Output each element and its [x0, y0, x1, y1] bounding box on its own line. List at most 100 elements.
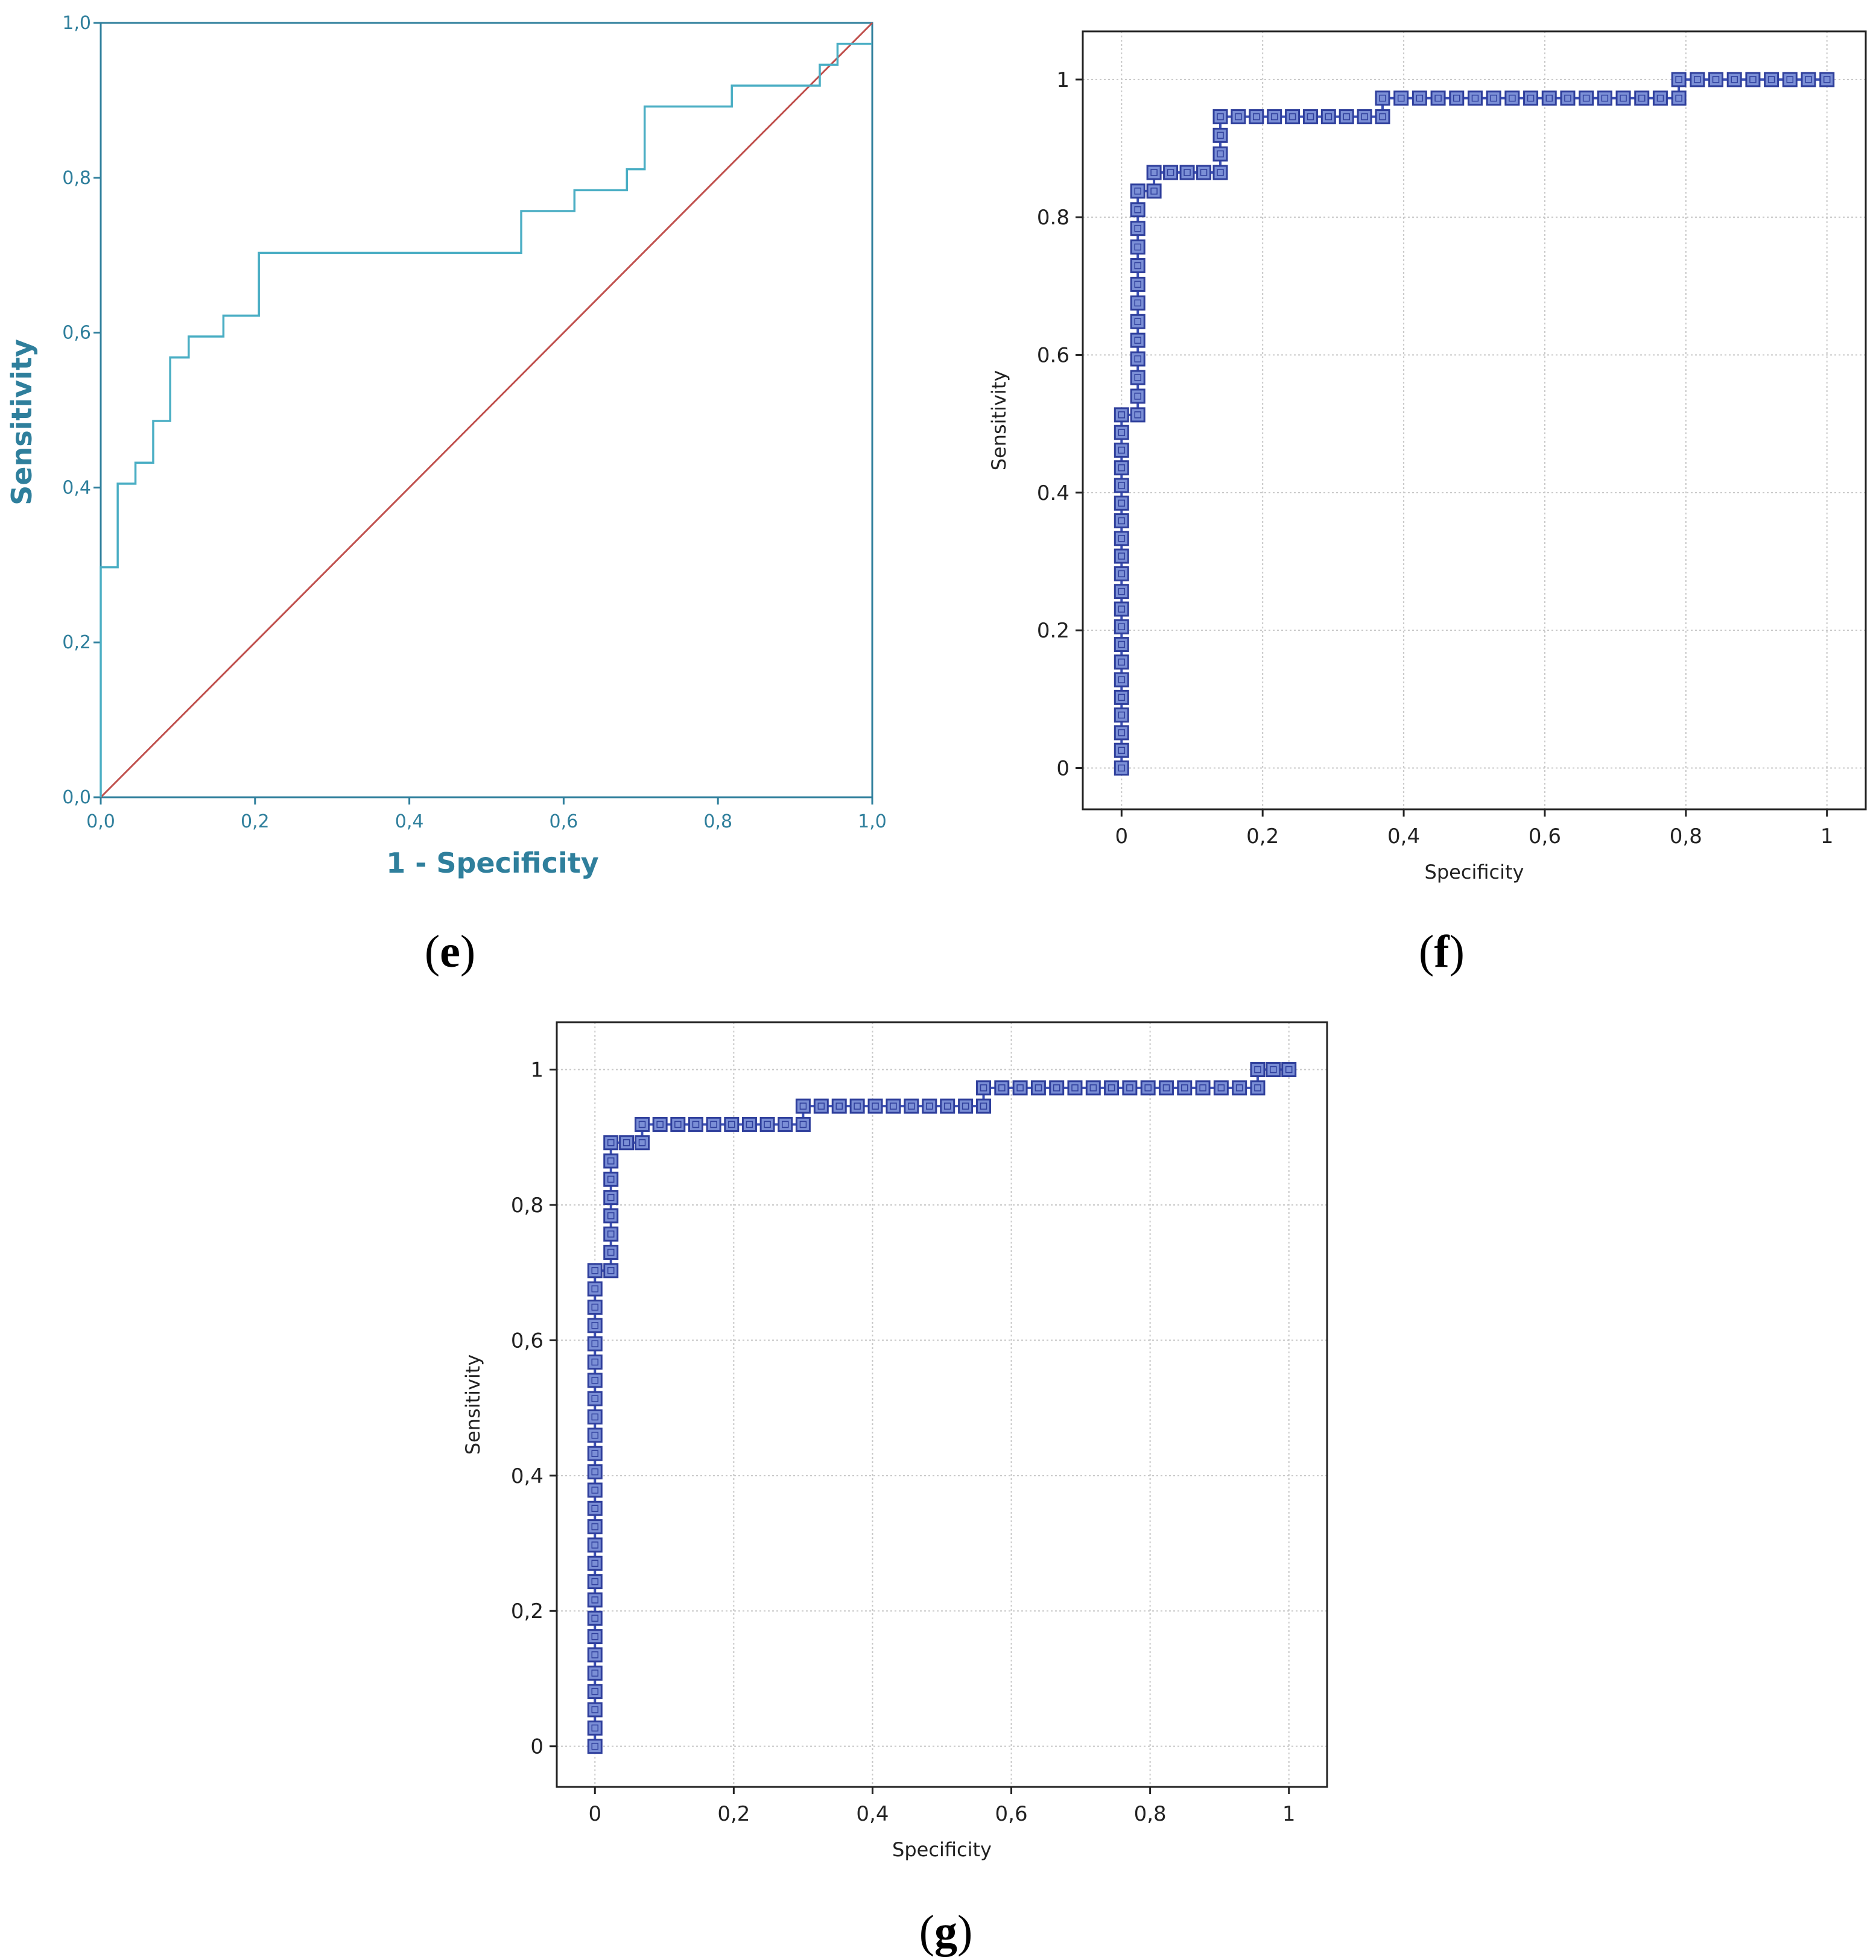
roc-point-marker [1196, 165, 1212, 180]
roc-point-marker-inner [1307, 113, 1314, 121]
roc-point-marker [1467, 90, 1483, 106]
roc-point-marker [1049, 1080, 1065, 1096]
roc-point-marker [1114, 707, 1129, 723]
roc-point-marker [1130, 183, 1146, 199]
roc-point-marker [922, 1098, 937, 1114]
roc-point-marker-inner [591, 1633, 599, 1640]
roc-point-marker [603, 1153, 619, 1169]
roc-point-marker-inner [926, 1102, 933, 1110]
roc-point-marker-inner [591, 1614, 599, 1622]
roc-point-marker-inner [1134, 337, 1141, 344]
roc-point-marker [603, 1226, 619, 1242]
roc-point-marker [1597, 90, 1612, 106]
roc-point-marker-inner [980, 1102, 987, 1110]
roc-point-marker-inner [607, 1248, 615, 1256]
roc-point-marker-inner [1325, 113, 1333, 121]
roc-point-marker [1177, 1080, 1193, 1096]
roc-point-marker-inner [817, 1102, 825, 1110]
roc-point-marker-inner [799, 1121, 807, 1128]
x-axis-title: Specificity [1425, 861, 1524, 884]
roc-point-marker-inner [1134, 224, 1141, 232]
roc-point-marker [1250, 1062, 1266, 1078]
y-tick-label: 0 [1056, 757, 1070, 781]
roc-point-marker [994, 1080, 1010, 1096]
roc-point-marker-inner [1638, 94, 1646, 102]
roc-point-marker [1393, 90, 1409, 106]
roc-point-marker [670, 1116, 686, 1132]
y-tick-label: 0,6 [511, 1329, 543, 1353]
roc-point-marker [1179, 165, 1195, 180]
roc-point-marker [1671, 72, 1687, 87]
x-tick-label: 0,4 [395, 811, 424, 832]
roc-point-marker-inner [591, 1742, 599, 1750]
roc-point-marker-inner [1453, 94, 1460, 102]
y-axis-title: Sensitivity [987, 370, 1010, 471]
roc-point-marker-inner [1397, 94, 1405, 102]
roc-point-marker [1634, 90, 1650, 106]
y-tick-label: 0,4 [511, 1464, 543, 1488]
roc-point-marker-inner [591, 1487, 599, 1494]
roc-point-marker [1114, 742, 1129, 758]
plot-frame [556, 1021, 1328, 1788]
roc-point-marker-inner [607, 1212, 615, 1219]
roc-point-marker [688, 1116, 703, 1132]
roc-point-marker-inner [591, 1724, 599, 1732]
roc-point-marker-inner [1118, 640, 1126, 648]
roc-point-marker [587, 1446, 603, 1461]
roc-point-marker-inner [1434, 94, 1442, 102]
roc-point-marker [587, 1720, 603, 1736]
roc-point-marker [1708, 72, 1724, 87]
roc-point-marker [886, 1098, 901, 1114]
roc-point-marker-inner [1361, 113, 1368, 121]
roc-point-marker [1140, 1080, 1156, 1096]
roc-point-marker [1130, 314, 1146, 329]
x-tick-label: 0,6 [1529, 824, 1561, 849]
roc-point-marker-inner [591, 1578, 599, 1585]
roc-point-marker-inner [1162, 1084, 1170, 1092]
y-axis-title: Sensitivity [5, 339, 38, 505]
roc-point-marker [587, 1500, 603, 1516]
panel-label-f: (f) [1419, 926, 1465, 977]
roc-point-marker [587, 1519, 603, 1535]
roc-point-marker [1285, 109, 1301, 125]
roc-point-marker-inner [1285, 1066, 1293, 1073]
roc-point-marker [587, 1592, 603, 1608]
roc-point-marker-inner [1071, 1084, 1079, 1092]
roc-point-marker-inner [1118, 517, 1126, 525]
roc-point-marker [1067, 1080, 1083, 1096]
roc-point-marker-inner [1490, 94, 1497, 102]
roc-point-marker-inner [1253, 113, 1260, 121]
roc-point-marker-inner [1150, 188, 1158, 195]
roc-point-marker [635, 1116, 650, 1132]
y-tick-label: 0,8 [62, 168, 91, 189]
roc-point-marker [1339, 109, 1354, 125]
roc-point-marker-inner [638, 1139, 646, 1146]
roc-point-marker-inner [1254, 1084, 1261, 1092]
roc-point-marker [1801, 72, 1816, 87]
roc-point-marker-inner [591, 1541, 599, 1549]
roc-point-marker-inner [1118, 676, 1126, 683]
roc-point-marker [1579, 90, 1594, 106]
roc-point-marker-inner [854, 1102, 861, 1110]
roc-point-marker-inner [607, 1267, 615, 1274]
roc-point-marker [1158, 1080, 1174, 1096]
roc-point-marker-inner [1270, 1066, 1277, 1073]
roc-point-marker [1163, 165, 1179, 180]
roc-point-marker [587, 1391, 603, 1406]
roc-point-marker-inner [591, 1450, 599, 1457]
roc-point-marker [1130, 221, 1146, 236]
roc-point-marker [587, 1665, 603, 1681]
roc-point-marker-inner [1118, 587, 1126, 595]
roc-point-marker-inner [1118, 659, 1126, 666]
roc-point-marker [587, 1427, 603, 1443]
roc-point-marker-inner [591, 1560, 599, 1567]
roc-point-marker-inner [591, 1395, 599, 1402]
roc-point-marker [1146, 183, 1162, 199]
roc-point-marker [1114, 531, 1129, 546]
roc-point-marker [587, 1684, 603, 1699]
roc-point-marker-inner [1134, 393, 1141, 400]
roc-point-marker-inner [1749, 76, 1757, 83]
roc-point-marker [1430, 90, 1446, 106]
roc-point-marker-inner [1134, 280, 1141, 288]
